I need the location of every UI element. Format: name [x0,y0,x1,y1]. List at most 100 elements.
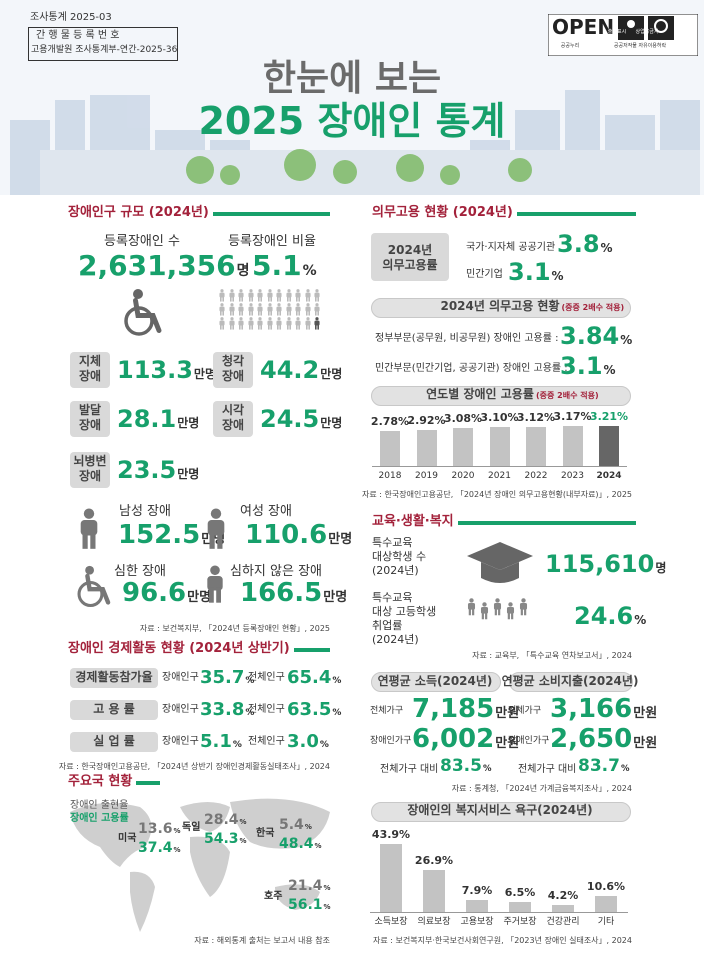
type-label: 지체 [78,354,102,368]
value-number: 6,002 [412,724,495,754]
value-number: 83.5 [440,756,482,776]
row-label-box [70,700,158,720]
license-text: 상업용금지 [635,29,659,35]
person-icon [80,508,98,549]
chart-note: (중증 2배수 적용) [536,391,599,400]
group-label: 전체인구 [248,672,285,683]
x-tick-label: 고용보장 [460,917,494,927]
x-tick-label: 기타 [597,917,615,927]
value-number: 3.0 [287,731,319,752]
person-icon [276,303,282,316]
bar [380,431,400,466]
value-unit: % [173,846,181,854]
value-label: 3.17% [553,410,592,424]
person-icon [480,602,489,620]
value-number: 3.8 [557,230,600,258]
x-tick-label: 2022 [524,471,548,481]
legend-label: 장애인 고용률 [70,813,129,824]
type-label-box [213,352,253,388]
value: 5.1% [200,733,242,751]
type-label-box [70,352,110,388]
value-number: 54.3 [204,831,239,847]
x-tick-label: 2021 [488,471,511,481]
value: 3.84% [560,324,632,348]
value-unit: % [304,823,312,831]
value: 44.2만명 [260,358,342,382]
value-number: 5.1 [200,731,232,752]
person-icon [493,598,502,616]
panel-title: 연평균 소비지출(2024년) [501,674,639,688]
rate-box-label: 2024년 [387,243,433,257]
group-label: 전체인구 [248,704,285,715]
row-label: 장애인가구 [370,736,412,746]
value: 113.3만명 [117,358,216,382]
value: 5.4% [279,818,312,832]
group-label: 전체인구 [248,736,285,747]
value-number: 28.4 [204,812,239,828]
person-icon [285,303,292,316]
person-icon [295,303,301,316]
person-icon [228,303,235,316]
bar [380,844,402,912]
section-rule [517,212,636,216]
rate-box-label: 의무고용률 [382,258,438,272]
person-icon [207,565,223,603]
value-unit: 명 [236,263,250,279]
x-tick-label: 2019 [415,471,438,481]
section-title: 교육·생활·복지 [372,514,454,529]
item-label: 대상학생 수 [372,550,427,563]
value: 6,002만원 [412,726,519,752]
panel-title-box [371,672,501,692]
person-icon [266,289,273,302]
value-unit: % [620,764,630,774]
value-label: 3.08% [443,411,483,425]
row-label: 장애인가구 [508,736,550,746]
value: 3.8% [557,232,613,256]
person-icon [295,289,301,302]
chart-title: 장애인의 복지서비스 욕구(2024년) [407,803,593,817]
value: 65.4% [287,669,341,687]
item-label: 취업률 [372,619,403,632]
open-license-logo [548,14,698,56]
value-number: 3.1 [560,352,603,380]
value-number: 110.6 [245,520,328,550]
value: 110.6만명 [245,522,352,548]
person-icon [247,317,254,330]
wheelchair-icon [77,565,111,608]
value: 56.1% [288,898,331,912]
bar [552,905,574,912]
value-unit: % [239,837,247,845]
panel-title: 연평균 소득(2024년) [377,674,493,688]
value-unit: 만명 [328,532,353,547]
person-icon [314,289,320,302]
section-rule [294,648,330,652]
ratio-label: 전체가구 대비 [518,764,577,775]
value: 83.5% [440,758,491,775]
person-icon [519,598,528,616]
person-icon [276,317,282,330]
value: 3,166만원 [550,696,657,722]
type-label: 발달 [78,403,102,417]
value-unit: % [634,613,647,627]
bar [423,870,445,912]
value: 28.4% [204,813,247,827]
section-title: 장애인 경제활동 현황 (2024년 상반기) [68,641,290,656]
stat-label: 등록장애인 비율 [228,234,316,249]
bar [416,429,437,466]
value-unit: 만명 [177,467,200,481]
group-label: 장애인구 [162,736,199,747]
person-icon [314,317,320,330]
value-label: 43.9% [371,828,411,841]
value-number: 96.6 [122,578,187,608]
value-unit: % [620,333,633,347]
value: 166.5만명 [240,580,347,606]
title: 한눈에 보는 [262,58,442,99]
subheader-title: 2024년 의무고용 현황 [440,299,560,313]
baseline [371,466,628,467]
value-unit: 만명 [323,590,348,605]
person-icon [304,303,311,316]
value-number: 152.5 [118,520,201,550]
value-unit: % [245,676,255,686]
value-unit: % [551,269,564,283]
value-unit: % [600,241,613,255]
